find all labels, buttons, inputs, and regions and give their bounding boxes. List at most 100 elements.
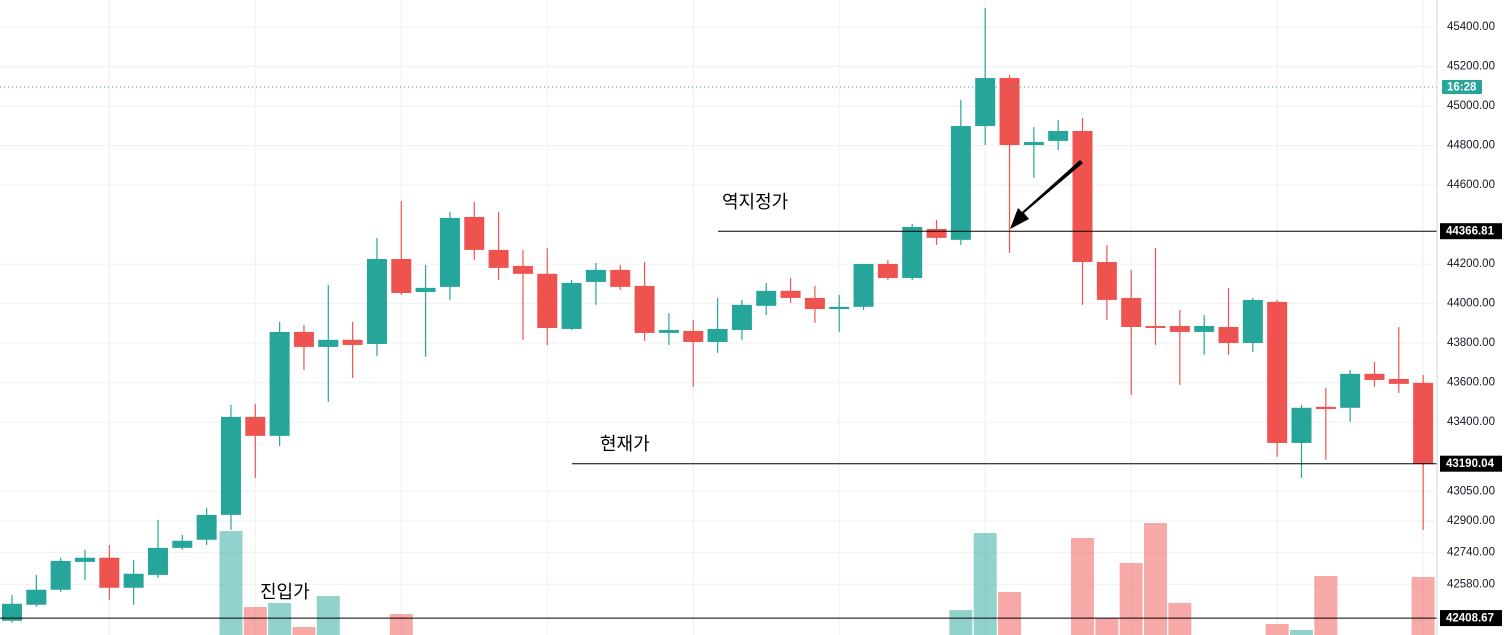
candle-body: [147, 547, 168, 575]
candle-body: [902, 227, 923, 278]
y-tick-label: 42900.00: [1447, 515, 1495, 527]
y-tick-label: 45000.00: [1447, 100, 1495, 112]
price-tag-box: [1440, 223, 1502, 240]
volume-bar: [219, 531, 243, 635]
price-tag-box: [1440, 455, 1502, 472]
candle-body: [561, 282, 582, 329]
axis-labels: 45400.00 45200.00 45000.00 44800.00 44600.00…: [1440, 21, 1502, 627]
volume-bar: [268, 603, 292, 635]
candle-body: [488, 249, 509, 268]
candle-body: [1194, 325, 1215, 332]
candle-body: [731, 304, 752, 330]
candle-body: [342, 339, 363, 345]
y-tick-label: 45200.00: [1447, 61, 1495, 73]
candle-body: [1072, 130, 1093, 262]
candle-body: [1169, 325, 1190, 332]
candle-body: [74, 557, 95, 562]
volume-bar: [1265, 624, 1289, 635]
countdown: 16:28: [1447, 82, 1477, 94]
volume-bar: [1168, 603, 1192, 635]
y-tick-label: 42740.00: [1447, 547, 1495, 559]
price-line-annotation: 역지정가: [722, 192, 788, 213]
candle-body: [1291, 407, 1312, 443]
candle-body: [1413, 382, 1434, 464]
candle-body: [26, 589, 47, 605]
volume-bar: [389, 614, 413, 635]
candle-body: [1242, 299, 1263, 343]
candle-body: [50, 560, 71, 590]
candle-body: [391, 259, 412, 294]
price-line-annotation: 진입가: [260, 582, 310, 603]
candle-body: [439, 217, 460, 287]
candle-body: [780, 290, 801, 298]
candle-body: [1145, 325, 1166, 328]
candle-body: [1267, 301, 1288, 443]
candle-body: [1315, 406, 1336, 409]
y-tick-label: 42580.00: [1447, 578, 1495, 590]
volume-bar: [1119, 563, 1143, 635]
candle-body: [975, 78, 996, 127]
candle-body: [269, 331, 290, 436]
candle-body: [220, 416, 241, 515]
y-tick-label: 44000.00: [1447, 298, 1495, 310]
volume-bar: [1071, 538, 1095, 635]
candle-body: [1023, 142, 1044, 146]
candle-body: [1218, 326, 1239, 343]
candle-body: [464, 216, 485, 250]
candle-body: [1364, 373, 1385, 380]
price-tag: 44366.81: [1446, 226, 1495, 238]
price-tag: 43190.04: [1446, 458, 1495, 470]
candle-body: [877, 263, 898, 278]
candle-body: [1048, 130, 1069, 141]
candle-body: [1096, 261, 1117, 300]
y-tick-label: 45400.00: [1447, 21, 1495, 33]
y-tick-label: 43050.00: [1447, 485, 1495, 497]
volume-bar: [949, 610, 973, 635]
candle-body: [172, 540, 193, 548]
y-tick-label: 44200.00: [1447, 258, 1495, 270]
candle-body: [537, 273, 558, 328]
price-axis: [1437, 0, 1507, 635]
volume-bar: [292, 627, 316, 635]
candle-body: [1121, 297, 1142, 327]
y-tick-label: 43600.00: [1447, 377, 1495, 389]
candle-body: [293, 331, 314, 347]
candle-body: [196, 514, 217, 540]
volume-bar: [1411, 577, 1435, 635]
candle-body: [829, 306, 850, 310]
volume-bar: [1314, 576, 1338, 635]
y-tick-label: 44800.00: [1447, 140, 1495, 152]
candle-body: [245, 416, 266, 436]
candle-body: [99, 557, 120, 588]
candle-body: [658, 329, 679, 333]
candle-body: [415, 287, 436, 293]
volume-layer: [219, 523, 1435, 635]
y-tick-label: 43800.00: [1447, 337, 1495, 349]
candle-body: [926, 228, 947, 238]
candle-body: [512, 265, 533, 274]
candle-body: [634, 285, 655, 333]
candle-body: [1388, 378, 1409, 384]
candle-body: [756, 290, 777, 306]
candle-body: [1340, 373, 1361, 408]
arrow: [1010, 160, 1083, 229]
candle-body: [610, 269, 631, 287]
y-tick-label: 44600.00: [1447, 179, 1495, 191]
candle-body: [318, 339, 339, 347]
candle-body: [950, 126, 971, 240]
candle-body: [585, 269, 606, 282]
volume-bar: [998, 592, 1022, 635]
price-tag-box: [1440, 610, 1502, 627]
volume-bar: [316, 596, 340, 635]
candle-body: [804, 297, 825, 310]
candle-body: [366, 259, 387, 344]
countdown-box: [1442, 80, 1482, 94]
price-tag: 42408.67: [1446, 613, 1494, 625]
candle-body: [123, 573, 144, 588]
candle-body: [683, 330, 704, 342]
volume-bar: [1095, 618, 1119, 635]
candle-body: [2, 603, 22, 621]
candle-body: [853, 263, 874, 307]
y-tick-label: 43400.00: [1447, 416, 1495, 428]
